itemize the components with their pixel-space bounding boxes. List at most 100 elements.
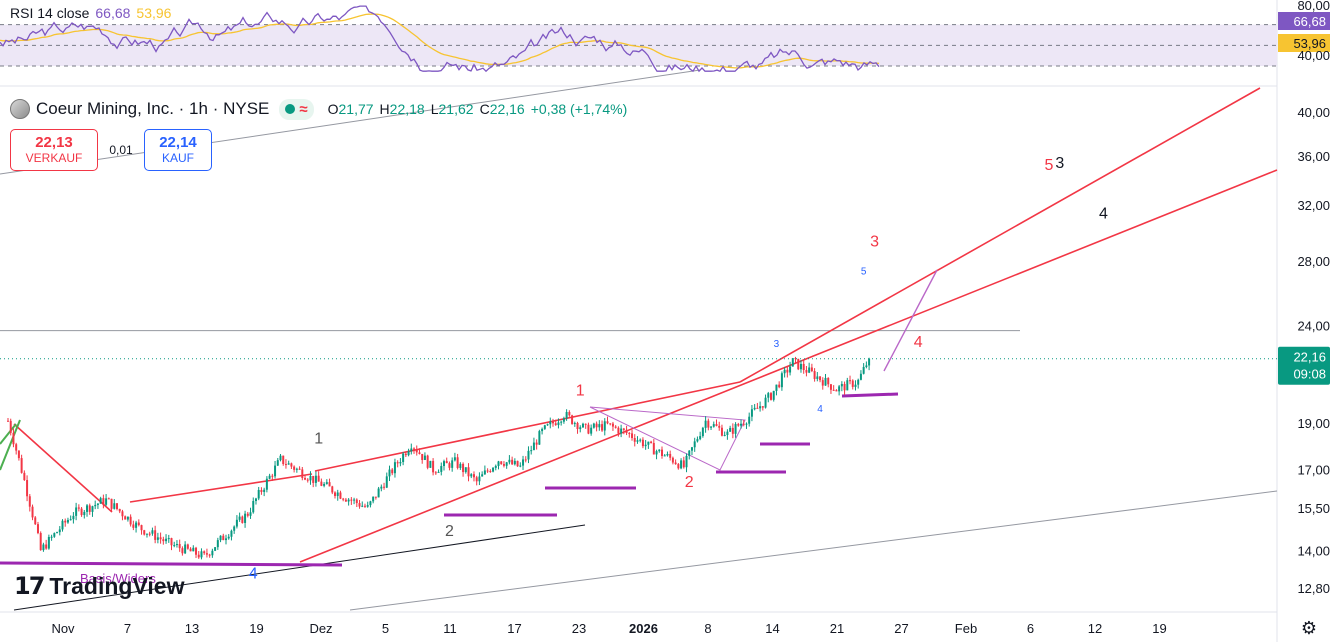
- candle-body: [464, 467, 467, 473]
- candle-body: [214, 547, 217, 551]
- candle-body: [363, 505, 366, 507]
- candle-body: [143, 530, 146, 535]
- candle-body: [290, 463, 293, 467]
- last-price-value: 22,16: [1293, 350, 1326, 365]
- candle-body: [633, 438, 636, 442]
- candle-body: [178, 543, 181, 549]
- candle-body: [819, 376, 822, 381]
- symbol-title[interactable]: Coeur Mining, Inc. · 1h · NYSE: [36, 99, 270, 118]
- candle-body: [254, 498, 257, 502]
- wave-label: 5: [861, 267, 867, 278]
- candle-body: [857, 379, 860, 385]
- candle-body: [402, 453, 405, 463]
- candle-body: [740, 423, 743, 426]
- candle-body: [552, 421, 554, 424]
- candle-body: [530, 450, 533, 452]
- candle-body: [12, 432, 15, 445]
- candle-body: [94, 504, 97, 507]
- candle-body: [7, 420, 9, 422]
- candle-body: [647, 441, 650, 445]
- candle-body: [511, 459, 514, 465]
- spread-value: 0,01: [109, 143, 133, 157]
- settings-gear-icon[interactable]: ⚙: [1300, 618, 1318, 638]
- price-tick-label: 19,00: [1297, 416, 1330, 431]
- support-line: [0, 561, 343, 567]
- company-logo-icon: [10, 99, 30, 119]
- candle-body: [219, 535, 222, 541]
- support-label: Basis/Widers: [80, 571, 156, 586]
- candle-body: [494, 465, 497, 468]
- candle-body: [527, 450, 530, 460]
- candle-body: [576, 422, 579, 430]
- candle-body: [298, 468, 301, 470]
- candle-body: [151, 530, 154, 534]
- candle-body: [568, 412, 571, 416]
- wave-label: 4: [249, 565, 258, 582]
- candle-body: [246, 513, 249, 516]
- candle-body: [661, 449, 663, 456]
- candle-body: [459, 463, 462, 468]
- candle-body: [492, 467, 495, 472]
- candle-body: [628, 432, 631, 434]
- time-tick-label: 14: [765, 621, 779, 636]
- market-status[interactable]: ≈: [279, 98, 314, 120]
- time-tick-label: 12: [1088, 621, 1102, 636]
- candle-body: [723, 434, 726, 436]
- candle-body: [718, 425, 721, 428]
- candle-body: [244, 513, 247, 523]
- candle-body: [538, 431, 541, 445]
- candle-body: [189, 548, 192, 552]
- time-tick-label: 7: [124, 621, 131, 636]
- candle-body: [45, 544, 48, 549]
- candle-body: [339, 492, 342, 499]
- tradingview-mark-icon: 17: [14, 572, 45, 600]
- candle-body: [306, 479, 309, 481]
- candle-body: [391, 469, 394, 474]
- candle-body: [334, 492, 336, 496]
- candle-body: [426, 455, 429, 468]
- candle-body: [284, 464, 287, 466]
- candle-body: [167, 538, 170, 540]
- candle-body: [230, 530, 233, 537]
- green-trendline: [0, 423, 17, 445]
- candle-body: [524, 459, 527, 461]
- candle-body: [17, 450, 20, 459]
- candle-body: [69, 519, 72, 521]
- candle-body: [481, 474, 484, 477]
- rsi-ma-line: [0, 13, 880, 69]
- candle-body: [121, 511, 124, 517]
- candle-body: [462, 463, 465, 473]
- candle-body: [124, 516, 127, 520]
- candle-body: [241, 516, 244, 523]
- candle-body: [827, 377, 830, 385]
- candle-body: [650, 441, 653, 443]
- candle-body: [265, 478, 268, 490]
- candle-body: [549, 421, 552, 425]
- tradingview-logo[interactable]: 17 TradingView: [14, 572, 184, 600]
- channel-line: [13, 423, 113, 513]
- candle-body: [859, 373, 862, 380]
- candle-body: [257, 489, 260, 499]
- candle-body: [813, 371, 816, 379]
- candle-body: [783, 369, 786, 374]
- sell-button[interactable]: 22,13 VERKAUF: [10, 129, 98, 171]
- candle-body: [353, 499, 356, 501]
- candle-body: [328, 482, 331, 487]
- candle-body: [140, 525, 143, 531]
- candle-body: [508, 459, 511, 463]
- candle-body: [309, 475, 312, 481]
- time-tick-label: 17: [507, 621, 521, 636]
- green-trendline: [0, 419, 21, 471]
- buy-button[interactable]: 22,14 KAUF: [144, 129, 212, 171]
- price-tick-label: 24,00: [1297, 318, 1330, 333]
- candle-body: [579, 427, 582, 430]
- candle-body: [688, 450, 691, 456]
- candle-body: [808, 367, 811, 373]
- candle-body: [625, 429, 628, 433]
- candle-body: [222, 535, 225, 541]
- long-trendline-upper: [0, 69, 701, 175]
- candle-body: [50, 536, 53, 538]
- sell-label: VERKAUF: [25, 150, 83, 165]
